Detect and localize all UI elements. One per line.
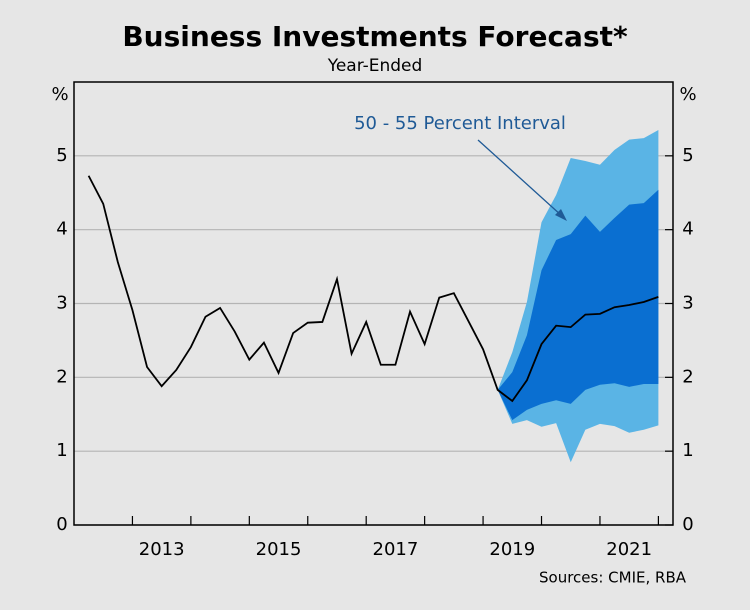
y-tick-label-right: 5	[682, 145, 693, 166]
y-tick-label: 5	[56, 145, 67, 166]
x-tick-label: 2015	[256, 539, 302, 560]
chart-title: Business Investments Forecast*	[122, 20, 628, 53]
x-tick-label: 2013	[139, 539, 185, 560]
chart-subtitle: Year-Ended	[327, 56, 423, 76]
y-tick-label-right: 2	[682, 366, 693, 387]
y-tick-label-right: 3	[682, 293, 693, 314]
y-tick-label-right: 1	[682, 440, 693, 461]
y-unit: %	[51, 84, 68, 105]
y-tick-label-right: 4	[682, 219, 693, 240]
source: Sources: CMIE, RBA	[539, 569, 687, 587]
x-tick-label: 2019	[489, 539, 535, 560]
y-tick-label-right: 0	[682, 514, 693, 535]
y-tick-label: 4	[56, 219, 67, 240]
plot-frame	[73, 81, 674, 526]
y-tick-label: 3	[56, 293, 67, 314]
y-unit: %	[679, 84, 696, 105]
annotation-arrowhead	[555, 209, 567, 221]
y-tick-label: 2	[56, 366, 67, 387]
x-tick-label: 2021	[606, 539, 652, 560]
series-line	[87, 175, 659, 403]
interval-band	[497, 189, 659, 421]
x-tick-label: 2017	[373, 539, 419, 560]
y-tick-label: 1	[56, 440, 67, 461]
annotation: 50 - 55 Percent Interval	[354, 113, 566, 134]
y-tick-label: 0	[56, 514, 67, 535]
annotation-arrow	[477, 139, 563, 217]
